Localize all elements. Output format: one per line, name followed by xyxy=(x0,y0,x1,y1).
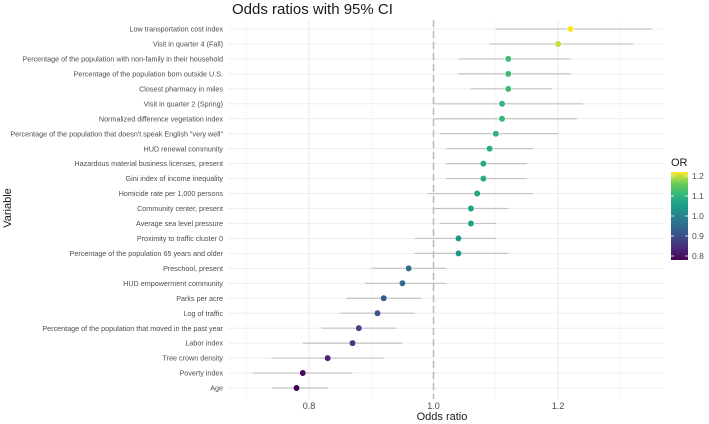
y-tick-label: Hazardous material business licenses, pr… xyxy=(74,159,223,168)
odds-ratio-point xyxy=(498,115,506,123)
y-tick-label: Low transportation cost index xyxy=(130,25,224,34)
plot-grid xyxy=(228,20,664,399)
odds-ratio-point xyxy=(498,100,506,108)
legend-tick-label: 1.1 xyxy=(692,191,704,201)
odds-ratio-point xyxy=(373,309,382,317)
legend-title: OR xyxy=(671,157,688,169)
y-tick-label: Normalized difference vegetation index xyxy=(99,114,224,123)
odds-ratio-point xyxy=(348,339,357,347)
y-tick-label: Community center, present xyxy=(137,204,223,213)
y-tick-label: Percentage of the population with non-fa… xyxy=(22,55,223,64)
legend-colorbar xyxy=(671,172,688,260)
legend-tick-label: 0.9 xyxy=(692,231,704,241)
y-tick-label: Labor index xyxy=(185,339,223,348)
odds-ratio-point xyxy=(554,40,562,48)
odds-ratio-point xyxy=(292,384,301,392)
odds-ratio-point xyxy=(486,145,494,153)
y-tick-label: Tree crown density xyxy=(163,354,224,363)
odds-ratio-point xyxy=(454,234,463,243)
odds-ratio-point xyxy=(504,70,512,78)
y-tick-label: Parks per acre xyxy=(176,294,223,303)
x-tick-label: 1.0 xyxy=(427,401,440,411)
y-tick-label: Log of traffic xyxy=(184,309,224,318)
odds-ratio-point xyxy=(504,85,512,93)
odds-ratio-point xyxy=(380,294,388,302)
x-axis-title: Odds ratio xyxy=(417,411,468,423)
odds-ratio-point xyxy=(467,219,475,228)
legend-tick-label: 1.0 xyxy=(692,211,704,221)
y-tick-label: Percentage of the population born outsid… xyxy=(74,69,223,78)
data-marks xyxy=(252,25,652,392)
y-axis-labels: Low transportation cost index Visit in qu… xyxy=(10,25,223,393)
odds-ratio-point xyxy=(566,25,575,33)
x-tick-label: 0.8 xyxy=(303,401,316,411)
y-tick-label: Closest pharmacy in miles xyxy=(139,84,223,93)
odds-ratio-point xyxy=(299,369,307,377)
x-tick-label: 1.2 xyxy=(552,401,565,411)
y-tick-label: Poverty index xyxy=(179,369,223,378)
odds-ratio-point xyxy=(479,174,487,183)
y-tick-label: Percentage of the population 65 years an… xyxy=(70,249,224,258)
color-legend: OR 0.8 0.9 1.0 1.1 1.2 xyxy=(671,157,704,261)
odds-ratio-point xyxy=(324,354,332,362)
y-tick-label: Preschool, present xyxy=(163,264,223,273)
odds-ratio-point xyxy=(454,249,463,257)
y-tick-label: Average sea level pressure xyxy=(136,219,223,228)
y-tick-label: HUD empowerment community xyxy=(123,279,223,288)
odds-ratio-point xyxy=(398,279,407,287)
x-axis-ticks: 0.8 1.0 1.2 xyxy=(303,401,565,411)
y-tick-label: Percentage of the population that doesn'… xyxy=(10,129,223,138)
y-tick-label: HUD renewal community xyxy=(144,144,224,153)
y-axis-title: Variable xyxy=(2,188,14,228)
y-tick-label: Homicide rate per 1,000 persons xyxy=(119,189,224,198)
y-tick-label: Age xyxy=(210,384,223,393)
odds-ratio-point xyxy=(405,264,413,272)
y-tick-label: Proximity to traffic cluster 0 xyxy=(137,234,223,243)
y-tick-label: Gini index of income inequality xyxy=(126,174,224,183)
y-tick-label: Visit in quarter 4 (Fall) xyxy=(153,40,223,49)
y-tick-label: Visit in quarter 2 (Spring) xyxy=(144,99,223,108)
odds-ratio-point xyxy=(504,55,512,63)
odds-ratio-point xyxy=(467,204,475,213)
odds-ratio-point xyxy=(473,189,481,198)
legend-tick-label: 1.2 xyxy=(692,171,704,181)
legend-tick-label: 0.8 xyxy=(692,251,704,261)
y-tick-label: Percentage of the population that moved … xyxy=(42,324,223,333)
chart-title: Odds ratios with 95% CI xyxy=(232,1,393,18)
odds-ratio-point xyxy=(479,160,487,168)
odds-ratio-point xyxy=(355,324,363,332)
odds-ratio-point xyxy=(492,130,500,138)
